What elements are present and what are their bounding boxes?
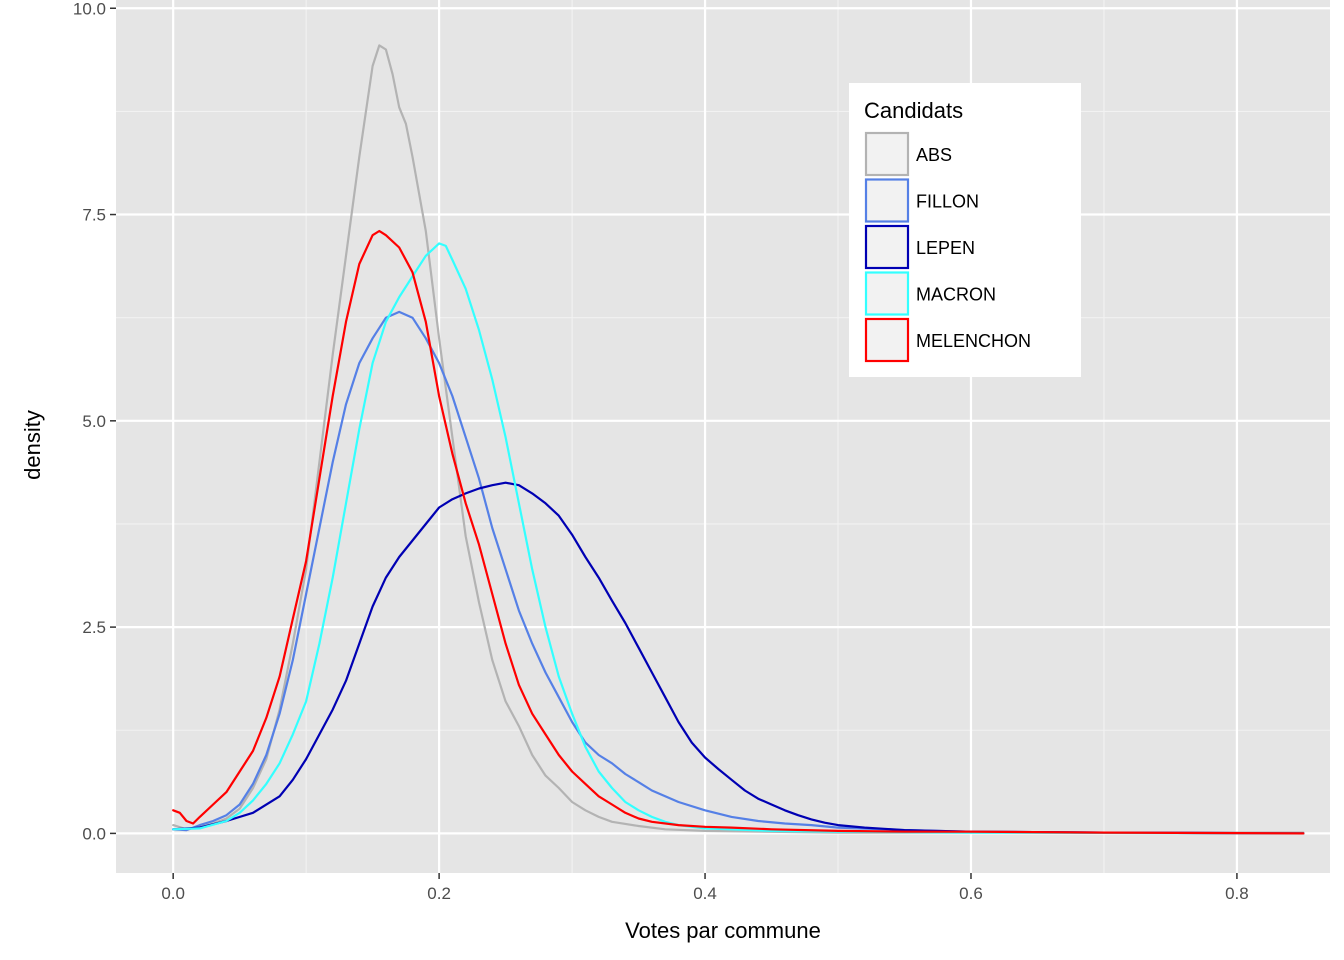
density-line-melenchon — [172, 229, 1305, 835]
legend-item-fillon: FILLON — [864, 178, 979, 223]
legend-key — [864, 271, 910, 316]
legend-label: LEPEN — [916, 238, 975, 258]
y-tick-label: 10.0 — [73, 0, 106, 18]
plot-panel — [116, 0, 1330, 873]
legend-key — [864, 178, 910, 223]
density-line-fillon — [172, 310, 1305, 835]
density-lines — [172, 44, 1305, 835]
x-tick-label: 0.2 — [427, 884, 451, 903]
legend-label: ABS — [916, 145, 952, 165]
density-line-macron — [172, 242, 1305, 835]
legend-key — [864, 224, 910, 270]
legend-label: MACRON — [916, 285, 996, 305]
legend-label: FILLON — [916, 192, 979, 212]
y-tick-label: 7.5 — [82, 206, 106, 225]
x-axis-title: Votes par commune — [625, 918, 821, 943]
legend-item-abs: ABS — [864, 131, 952, 177]
density-line-lepen — [172, 481, 1305, 835]
y-tick-label: 2.5 — [82, 618, 106, 637]
x-axis: 0.0 0.2 0.4 0.6 0.8 — [161, 873, 1249, 903]
legend: Candidats ABS FILLON LEPEN MACRON MELENCHON — [849, 83, 1081, 377]
legend-item-melenchon: MELENCHON — [864, 317, 1031, 363]
y-axis: 0.0 2.5 5.0 7.5 10.0 — [73, 0, 116, 843]
legend-items: ABS FILLON LEPEN MACRON MELENCHON — [864, 131, 1031, 363]
legend-label: MELENCHON — [916, 331, 1031, 351]
legend-item-lepen: LEPEN — [864, 224, 975, 270]
y-axis-title: density — [20, 410, 45, 480]
legend-key — [864, 317, 910, 363]
legend-key — [864, 131, 910, 177]
legend-title: Candidats — [864, 98, 963, 123]
y-tick-label: 5.0 — [82, 412, 106, 431]
x-tick-label: 0.0 — [161, 884, 185, 903]
y-tick-label: 0.0 — [82, 824, 106, 843]
minor-gridlines — [116, 0, 1330, 873]
x-tick-label: 0.8 — [1225, 884, 1249, 903]
x-tick-label: 0.4 — [693, 884, 717, 903]
x-tick-label: 0.6 — [959, 884, 983, 903]
legend-item-macron: MACRON — [864, 271, 996, 316]
